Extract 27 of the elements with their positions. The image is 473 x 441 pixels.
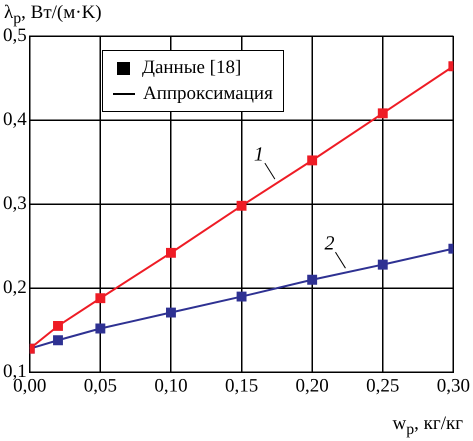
x-tick-label: 0,30	[436, 376, 470, 397]
x-axis-title: w$_{p}$, кг/кг	[392, 413, 463, 439]
x-tick-label: 0,05	[84, 376, 117, 397]
point	[378, 108, 388, 118]
y-tick-label: 0,2	[3, 277, 27, 298]
x-tick-label: 0,15	[224, 376, 258, 397]
point	[53, 335, 63, 346]
x-tick-label: 0,25	[366, 376, 400, 397]
point	[307, 274, 318, 285]
point	[307, 155, 318, 166]
point	[378, 260, 388, 270]
point	[236, 292, 247, 302]
point	[166, 308, 176, 318]
x-tick-label: 0,10	[154, 376, 188, 397]
y-tick-label: 0,4	[3, 109, 28, 130]
annotation: Аппроксимация	[143, 82, 273, 106]
series-label: 2	[324, 232, 334, 254]
point	[53, 321, 63, 331]
annotation: Данные [18]	[142, 56, 242, 80]
y-tick-label: 0,3	[3, 193, 27, 214]
point	[95, 293, 106, 304]
point	[166, 248, 176, 258]
x-tick-label: 0,20	[296, 376, 329, 397]
series-label: 1	[254, 143, 264, 166]
point	[95, 324, 106, 334]
point	[236, 200, 247, 211]
y-axis-title: λ$_{p}$, Вт/(м·K)	[4, 2, 102, 27]
